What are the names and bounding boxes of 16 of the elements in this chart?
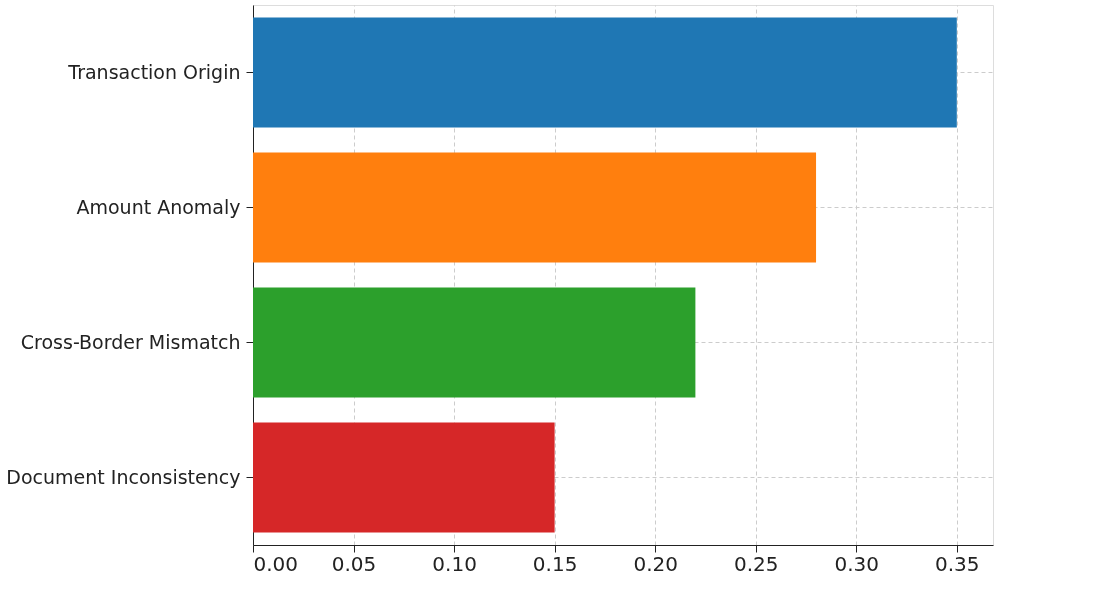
- y-tick-label: Transaction Origin: [67, 60, 241, 83]
- y-tick-label: Document Inconsistency: [6, 465, 241, 488]
- x-tick-label: 0.15: [532, 551, 578, 576]
- y-tick-label: Amount Anomaly: [76, 195, 241, 218]
- x-tick-label: 0.30: [834, 551, 880, 576]
- x-tick-label: 0.00: [253, 551, 299, 576]
- x-tick-label: 0.20: [633, 551, 678, 576]
- x-tick-label: 0.10: [432, 551, 477, 576]
- bar: [253, 152, 817, 263]
- bar: [253, 287, 696, 398]
- bar: [253, 422, 555, 533]
- y-tick-label: Cross-Border Mismatch: [20, 330, 241, 353]
- x-tick-label: 0.25: [733, 551, 779, 576]
- x-tick-label: 0.35: [935, 551, 980, 576]
- bar: [253, 17, 957, 128]
- x-tick-label: 0.05: [331, 551, 377, 576]
